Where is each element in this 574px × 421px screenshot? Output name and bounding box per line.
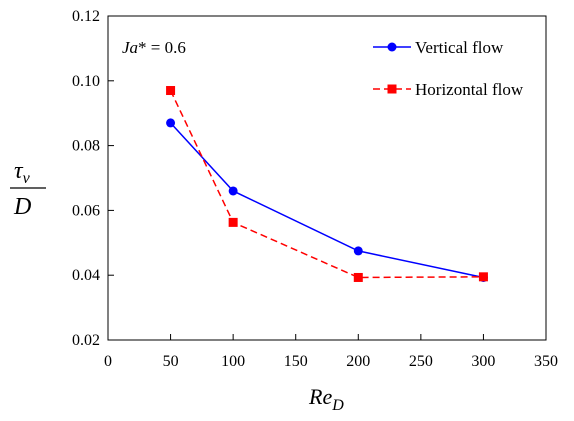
- series-line-2: [169, 90, 484, 279]
- x-tick-label: 300: [471, 353, 495, 370]
- series-group: [166, 86, 488, 282]
- y-tick-label: 0.04: [72, 267, 100, 284]
- data-point: [353, 272, 363, 282]
- legend: Vertical flow Horizontal flow: [373, 38, 524, 99]
- x-axis-ticks: 0 50 100 150 200 250 300 350: [104, 334, 558, 370]
- data-point: [166, 118, 176, 128]
- svg-text:τv: τv: [14, 158, 31, 187]
- y-tick-label: 0.10: [72, 73, 100, 90]
- data-point: [166, 86, 176, 96]
- x-axis-label: ReD: [308, 384, 344, 414]
- x-tick-label: 150: [284, 353, 308, 370]
- data-point: [353, 246, 363, 256]
- data-point: [478, 272, 488, 282]
- legend-marker: [387, 84, 397, 94]
- y-axis-label: τv D: [10, 158, 46, 220]
- legend-label: Vertical flow: [415, 38, 504, 57]
- series-line-1: [170, 122, 484, 279]
- annotation-text: Ja* = 0.6: [122, 38, 186, 57]
- y-tick-label: 0.06: [72, 202, 100, 219]
- legend-label: Horizontal flow: [415, 80, 524, 99]
- y-tick-label: 0.02: [72, 332, 100, 349]
- svg-text:D: D: [13, 194, 31, 220]
- x-tick-label: 250: [409, 353, 433, 370]
- plot-area: [107, 15, 547, 341]
- x-tick-label: 350: [534, 353, 558, 370]
- y-axis-ticks: 0.02 0.04 0.06 0.08 0.10 0.12: [72, 8, 114, 349]
- y-tick-label: 0.12: [72, 8, 100, 25]
- legend-marker: [387, 42, 397, 52]
- y-tick-label: 0.08: [72, 138, 100, 155]
- x-tick-label: 50: [163, 353, 179, 370]
- data-point: [228, 217, 238, 227]
- x-tick-label: 100: [221, 353, 245, 370]
- x-tick-label: 200: [346, 353, 370, 370]
- data-point: [228, 186, 238, 196]
- x-tick-label: 0: [104, 353, 112, 370]
